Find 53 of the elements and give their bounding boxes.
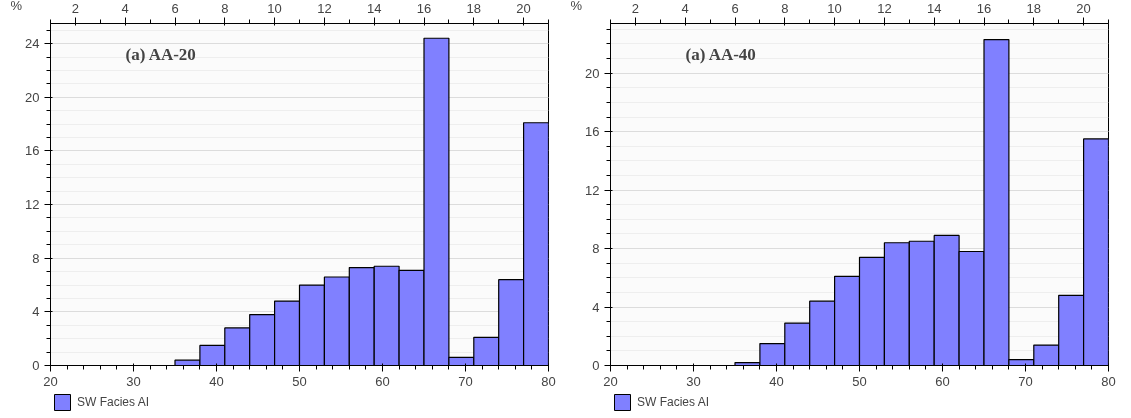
x-tick-label: 30 — [126, 373, 141, 389]
y-tick-label: 12 — [585, 182, 600, 198]
y-tick-label: 16 — [585, 124, 600, 140]
x2-tick-label: 10 — [267, 0, 282, 16]
x2-tick-label: 8 — [221, 0, 229, 16]
x2-tick-label: 4 — [121, 0, 129, 16]
x2-tick-label: 20 — [516, 0, 531, 16]
x2-tick-label: 14 — [926, 0, 942, 16]
x-tick-label: 50 — [292, 373, 307, 389]
x2-tick-label: 2 — [631, 0, 640, 16]
x2-tick-label: 4 — [681, 0, 689, 16]
legend-label: SW Facies AI — [637, 395, 710, 409]
x-tick-label: 80 — [541, 373, 556, 389]
x-tick-label: 20 — [43, 373, 58, 389]
x2-tick-label: 14 — [366, 0, 382, 16]
x-tick-label: 50 — [852, 373, 867, 389]
x2-tick-label: 12 — [877, 0, 892, 16]
x2-tick-label: 16 — [976, 0, 992, 16]
y-tick-label: 8 — [32, 250, 40, 266]
x-tick-label: 30 — [686, 373, 701, 389]
x2-tick-label: 10 — [827, 0, 842, 16]
x-tick-label: 60 — [375, 373, 390, 389]
x2-tick-label: 18 — [466, 0, 482, 16]
x-tick-label: 40 — [209, 373, 224, 389]
x2-tick-label: 2 — [71, 0, 80, 16]
y-tick-label: 16 — [25, 143, 40, 159]
x2-tick-label: 6 — [171, 0, 179, 16]
x-tick-label: 80 — [1101, 373, 1116, 389]
y-tick-label: 4 — [32, 304, 40, 320]
x2-tick-label: 16 — [416, 0, 432, 16]
x-tick-label: 70 — [458, 373, 473, 389]
legend-label: SW Facies AI — [77, 395, 150, 409]
x-tick-label: 60 — [935, 373, 950, 389]
x-tick-label: 70 — [1018, 373, 1033, 389]
y-tick-label: 4 — [592, 299, 600, 315]
x2-tick-label: 12 — [317, 0, 332, 16]
text: (a) AA-40 — [685, 44, 756, 64]
x2-tick-label: 6 — [731, 0, 739, 16]
x-tick-label: 20 — [603, 373, 618, 389]
y-tick-label: 20 — [25, 89, 40, 105]
y-tick-label: 12 — [25, 197, 40, 213]
y-axis-title: % — [10, 0, 23, 13]
y-tick-label: 0 — [32, 358, 40, 373]
y-tick-label: 20 — [585, 65, 600, 81]
x2-tick-label: 20 — [1076, 0, 1091, 16]
y-tick-label: 24 — [25, 36, 40, 52]
y-tick-label: 0 — [592, 358, 600, 373]
x2-tick-label: 8 — [781, 0, 789, 16]
x-tick-label: 40 — [769, 373, 784, 389]
x2-tick-label: 18 — [1026, 0, 1042, 16]
text: (a) AA-20 — [125, 44, 196, 64]
y-axis-title: % — [570, 0, 583, 13]
y-tick-label: 8 — [592, 241, 600, 257]
